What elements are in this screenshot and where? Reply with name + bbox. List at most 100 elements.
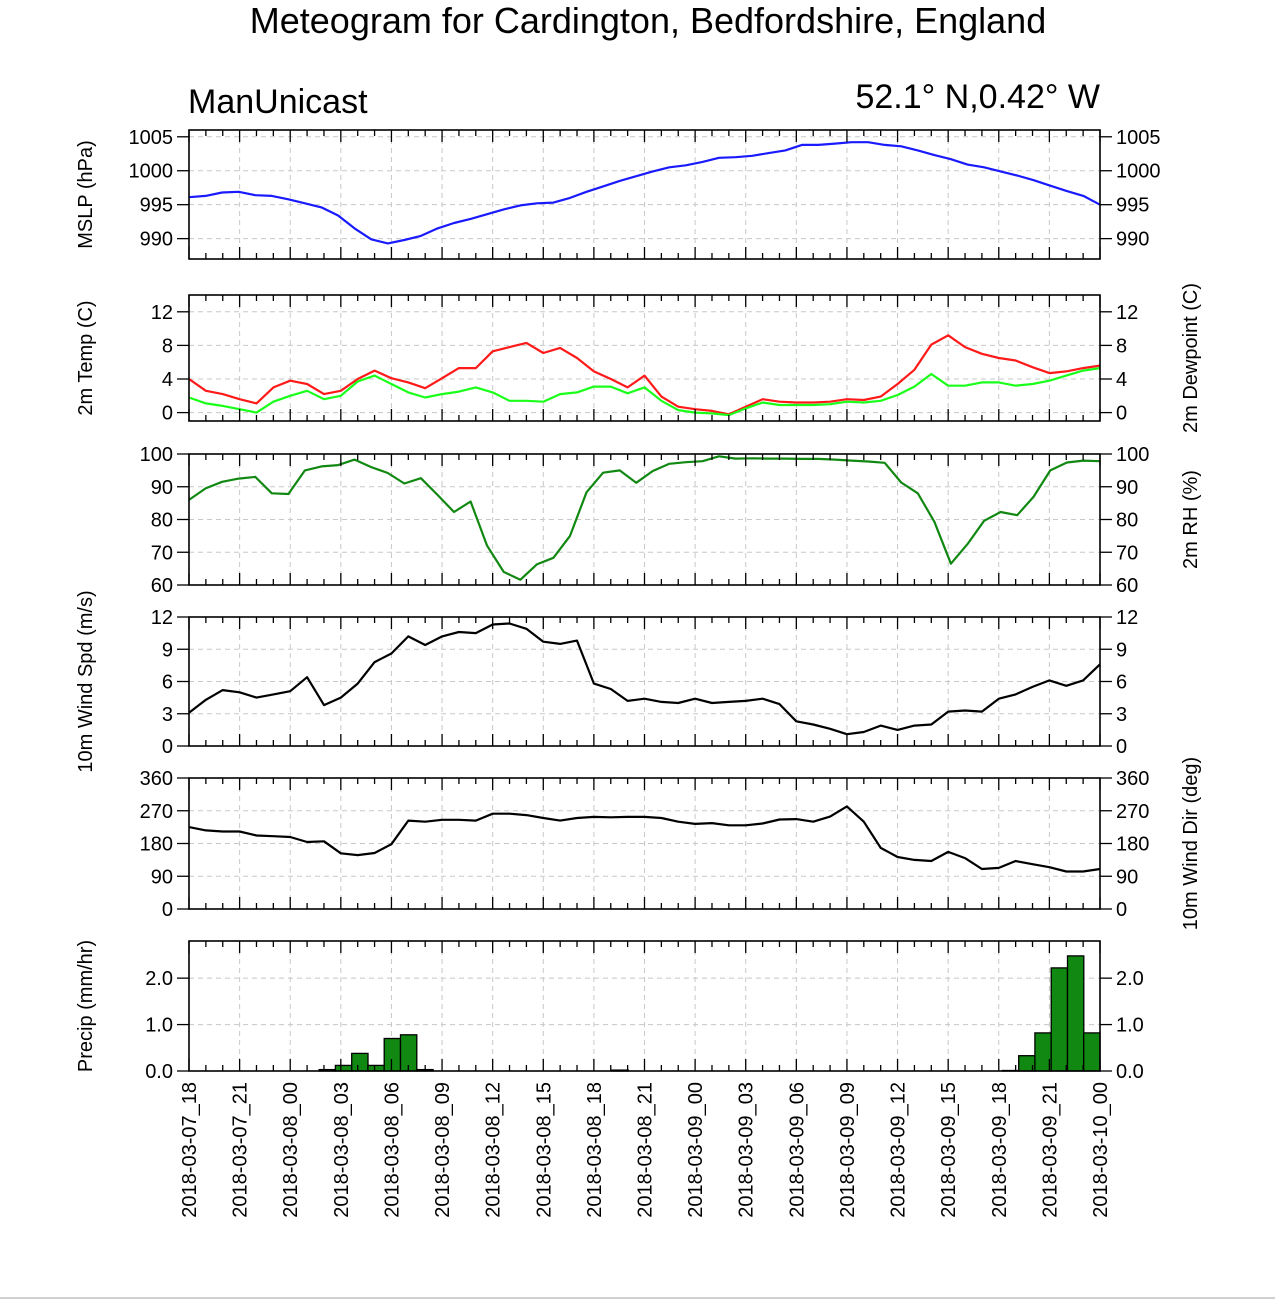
y-tick-label-right: 12 bbox=[1116, 607, 1138, 629]
x-tick-label: 2018-03-08_06 bbox=[381, 1082, 403, 1218]
y-axis-title-left: 10m Wind Spd (m/s) bbox=[75, 590, 97, 772]
y-tick-label-left: 0 bbox=[162, 403, 173, 425]
panel-precip: 0.0 0.0 1.0 1.0 2.0 2.0 Precip (mm/hr) bbox=[75, 940, 1144, 1083]
precip-bar bbox=[1050, 967, 1069, 1072]
y-tick-label-left: 12 bbox=[151, 607, 173, 629]
precip-bar bbox=[334, 1064, 353, 1072]
y-axis-title-left: Precip (mm/hr) bbox=[75, 940, 97, 1072]
y-tick-label-right: 1000 bbox=[1116, 161, 1161, 183]
panel-mslp: 990 990 995 995 1000 1000 1005 1005 MSLP (hPa) bbox=[75, 127, 1161, 260]
y-tick-label-left: 70 bbox=[151, 542, 173, 564]
series-line-temp-1 bbox=[188, 367, 1101, 417]
y-tick-label-right: 2.0 bbox=[1116, 968, 1144, 990]
panel-temp: 0 0 4 4 8 8 12 12 2m Temp (C) 2m Dewpoint (C) bbox=[75, 283, 1202, 433]
y-tick-label-right: 360 bbox=[1116, 768, 1149, 790]
y-tick-label-right: 4 bbox=[1116, 369, 1127, 391]
x-tick-label: 2018-03-08_12 bbox=[483, 1082, 505, 1218]
y-tick-label-left: 100 bbox=[140, 444, 173, 466]
y-tick-label-left: 2.0 bbox=[145, 968, 173, 990]
precip-bar bbox=[367, 1064, 385, 1072]
series-line-wdir-0 bbox=[188, 805, 1101, 873]
y-tick-label-right: 70 bbox=[1116, 542, 1138, 564]
y-tick-label-left: 1.0 bbox=[145, 1015, 173, 1037]
y-tick-label-left: 180 bbox=[140, 834, 173, 856]
y-tick-label-left: 60 bbox=[151, 575, 173, 597]
y-axis-title-right: 2m RH (%) bbox=[1180, 470, 1202, 569]
x-tick-label: 2018-03-08_03 bbox=[331, 1082, 353, 1218]
x-tick-label: 2018-03-10_00 bbox=[1090, 1082, 1112, 1218]
x-tick-label: 2018-03-09_18 bbox=[989, 1082, 1011, 1218]
y-axis-title-left: MSLP (hPa) bbox=[75, 140, 97, 249]
y-tick-label-right: 990 bbox=[1116, 229, 1149, 251]
x-tick-label: 2018-03-08_09 bbox=[432, 1082, 454, 1218]
series-line-temp-0 bbox=[188, 334, 1101, 416]
y-tick-label-left: 4 bbox=[162, 369, 173, 391]
x-tick-label: 2018-03-08_18 bbox=[584, 1082, 606, 1218]
y-tick-label-right: 3 bbox=[1116, 704, 1127, 726]
y-tick-label-right: 8 bbox=[1116, 335, 1127, 357]
y-tick-label-right: 1.0 bbox=[1116, 1015, 1144, 1037]
x-tick-label: 2018-03-09_09 bbox=[837, 1082, 859, 1218]
y-tick-label-left: 90 bbox=[151, 866, 173, 888]
bottom-divider bbox=[0, 1297, 1275, 1299]
x-tick-label: 2018-03-07_18 bbox=[179, 1082, 201, 1218]
precip-bar bbox=[1083, 1032, 1101, 1072]
y-tick-label-right: 0 bbox=[1116, 899, 1127, 921]
y-tick-label-left: 0.0 bbox=[145, 1061, 173, 1083]
model-label: ManUnicast bbox=[188, 83, 368, 121]
y-tick-label-left: 0 bbox=[162, 736, 173, 758]
x-tick-label: 2018-03-08_00 bbox=[280, 1082, 302, 1218]
y-tick-label-left: 0 bbox=[162, 899, 173, 921]
y-tick-label-left: 8 bbox=[162, 335, 173, 357]
y-tick-label-right: 60 bbox=[1116, 575, 1138, 597]
y-tick-label-right: 180 bbox=[1116, 834, 1149, 856]
y-tick-label-right: 1005 bbox=[1116, 127, 1161, 149]
y-tick-label-right: 100 bbox=[1116, 444, 1149, 466]
x-tick-label: 2018-03-09_12 bbox=[888, 1082, 910, 1218]
y-tick-label-left: 990 bbox=[140, 229, 173, 251]
y-tick-label-left: 6 bbox=[162, 672, 173, 694]
y-tick-label-left: 80 bbox=[151, 510, 173, 532]
y-tick-label-right: 0.0 bbox=[1116, 1061, 1144, 1083]
y-tick-label-left: 270 bbox=[140, 801, 173, 823]
panel-wdir: 0 0 90 90 180 180 270 270 360 360 10m Wind Dir (de… bbox=[140, 757, 1202, 930]
y-tick-label-right: 0 bbox=[1116, 403, 1127, 425]
x-tick-label: 2018-03-09_06 bbox=[786, 1082, 808, 1218]
x-tick-label: 2018-03-09_00 bbox=[685, 1082, 707, 1218]
y-axis-title-right: 10m Wind Dir (deg) bbox=[1180, 757, 1202, 930]
precip-bar bbox=[383, 1037, 402, 1072]
y-tick-label-left: 9 bbox=[162, 639, 173, 661]
y-tick-label-left: 995 bbox=[140, 195, 173, 217]
chart-title: Meteogram for Cardington, Bedfordshire, … bbox=[250, 0, 1046, 41]
series-line-mslp-0 bbox=[188, 141, 1101, 245]
x-axis: 2018-03-07_18 2018-03-07_21 2018-03-08_00 2… bbox=[179, 1082, 1112, 1218]
x-tick-label: 2018-03-08_15 bbox=[533, 1082, 555, 1218]
y-tick-label-right: 6 bbox=[1116, 672, 1127, 694]
y-tick-label-right: 270 bbox=[1116, 801, 1149, 823]
panel-wspd: 0 0 3 3 6 6 9 9 12 12 10m Wind Spd (m/s) bbox=[75, 590, 1138, 772]
x-tick-label: 2018-03-08_21 bbox=[635, 1082, 657, 1218]
x-tick-label: 2018-03-07_21 bbox=[230, 1082, 252, 1218]
y-axis-title-left: 2m Temp (C) bbox=[75, 300, 97, 415]
precip-bar bbox=[1066, 955, 1085, 1072]
y-tick-label-left: 12 bbox=[151, 302, 173, 324]
y-tick-label-left: 90 bbox=[151, 477, 173, 499]
y-tick-label-right: 995 bbox=[1116, 195, 1149, 217]
y-tick-label-right: 80 bbox=[1116, 510, 1138, 532]
precip-bar bbox=[351, 1052, 369, 1072]
panel-rh: 60 60 70 70 80 80 90 90 100 100 2m RH (%) bbox=[140, 444, 1202, 597]
y-tick-label-right: 12 bbox=[1116, 302, 1138, 324]
y-tick-label-left: 3 bbox=[162, 704, 173, 726]
y-tick-label-left: 1000 bbox=[129, 161, 174, 183]
y-tick-label-right: 90 bbox=[1116, 866, 1138, 888]
y-tick-label-right: 9 bbox=[1116, 639, 1127, 661]
y-tick-label-right: 90 bbox=[1116, 477, 1138, 499]
series-line-wspd-0 bbox=[188, 622, 1101, 736]
location-label: 52.1° N,0.42° W bbox=[855, 78, 1100, 116]
x-tick-label: 2018-03-09_21 bbox=[1039, 1082, 1061, 1218]
y-tick-label-left: 360 bbox=[140, 768, 173, 790]
y-tick-label-right: 0 bbox=[1116, 736, 1127, 758]
y-tick-label-left: 1005 bbox=[129, 127, 174, 149]
